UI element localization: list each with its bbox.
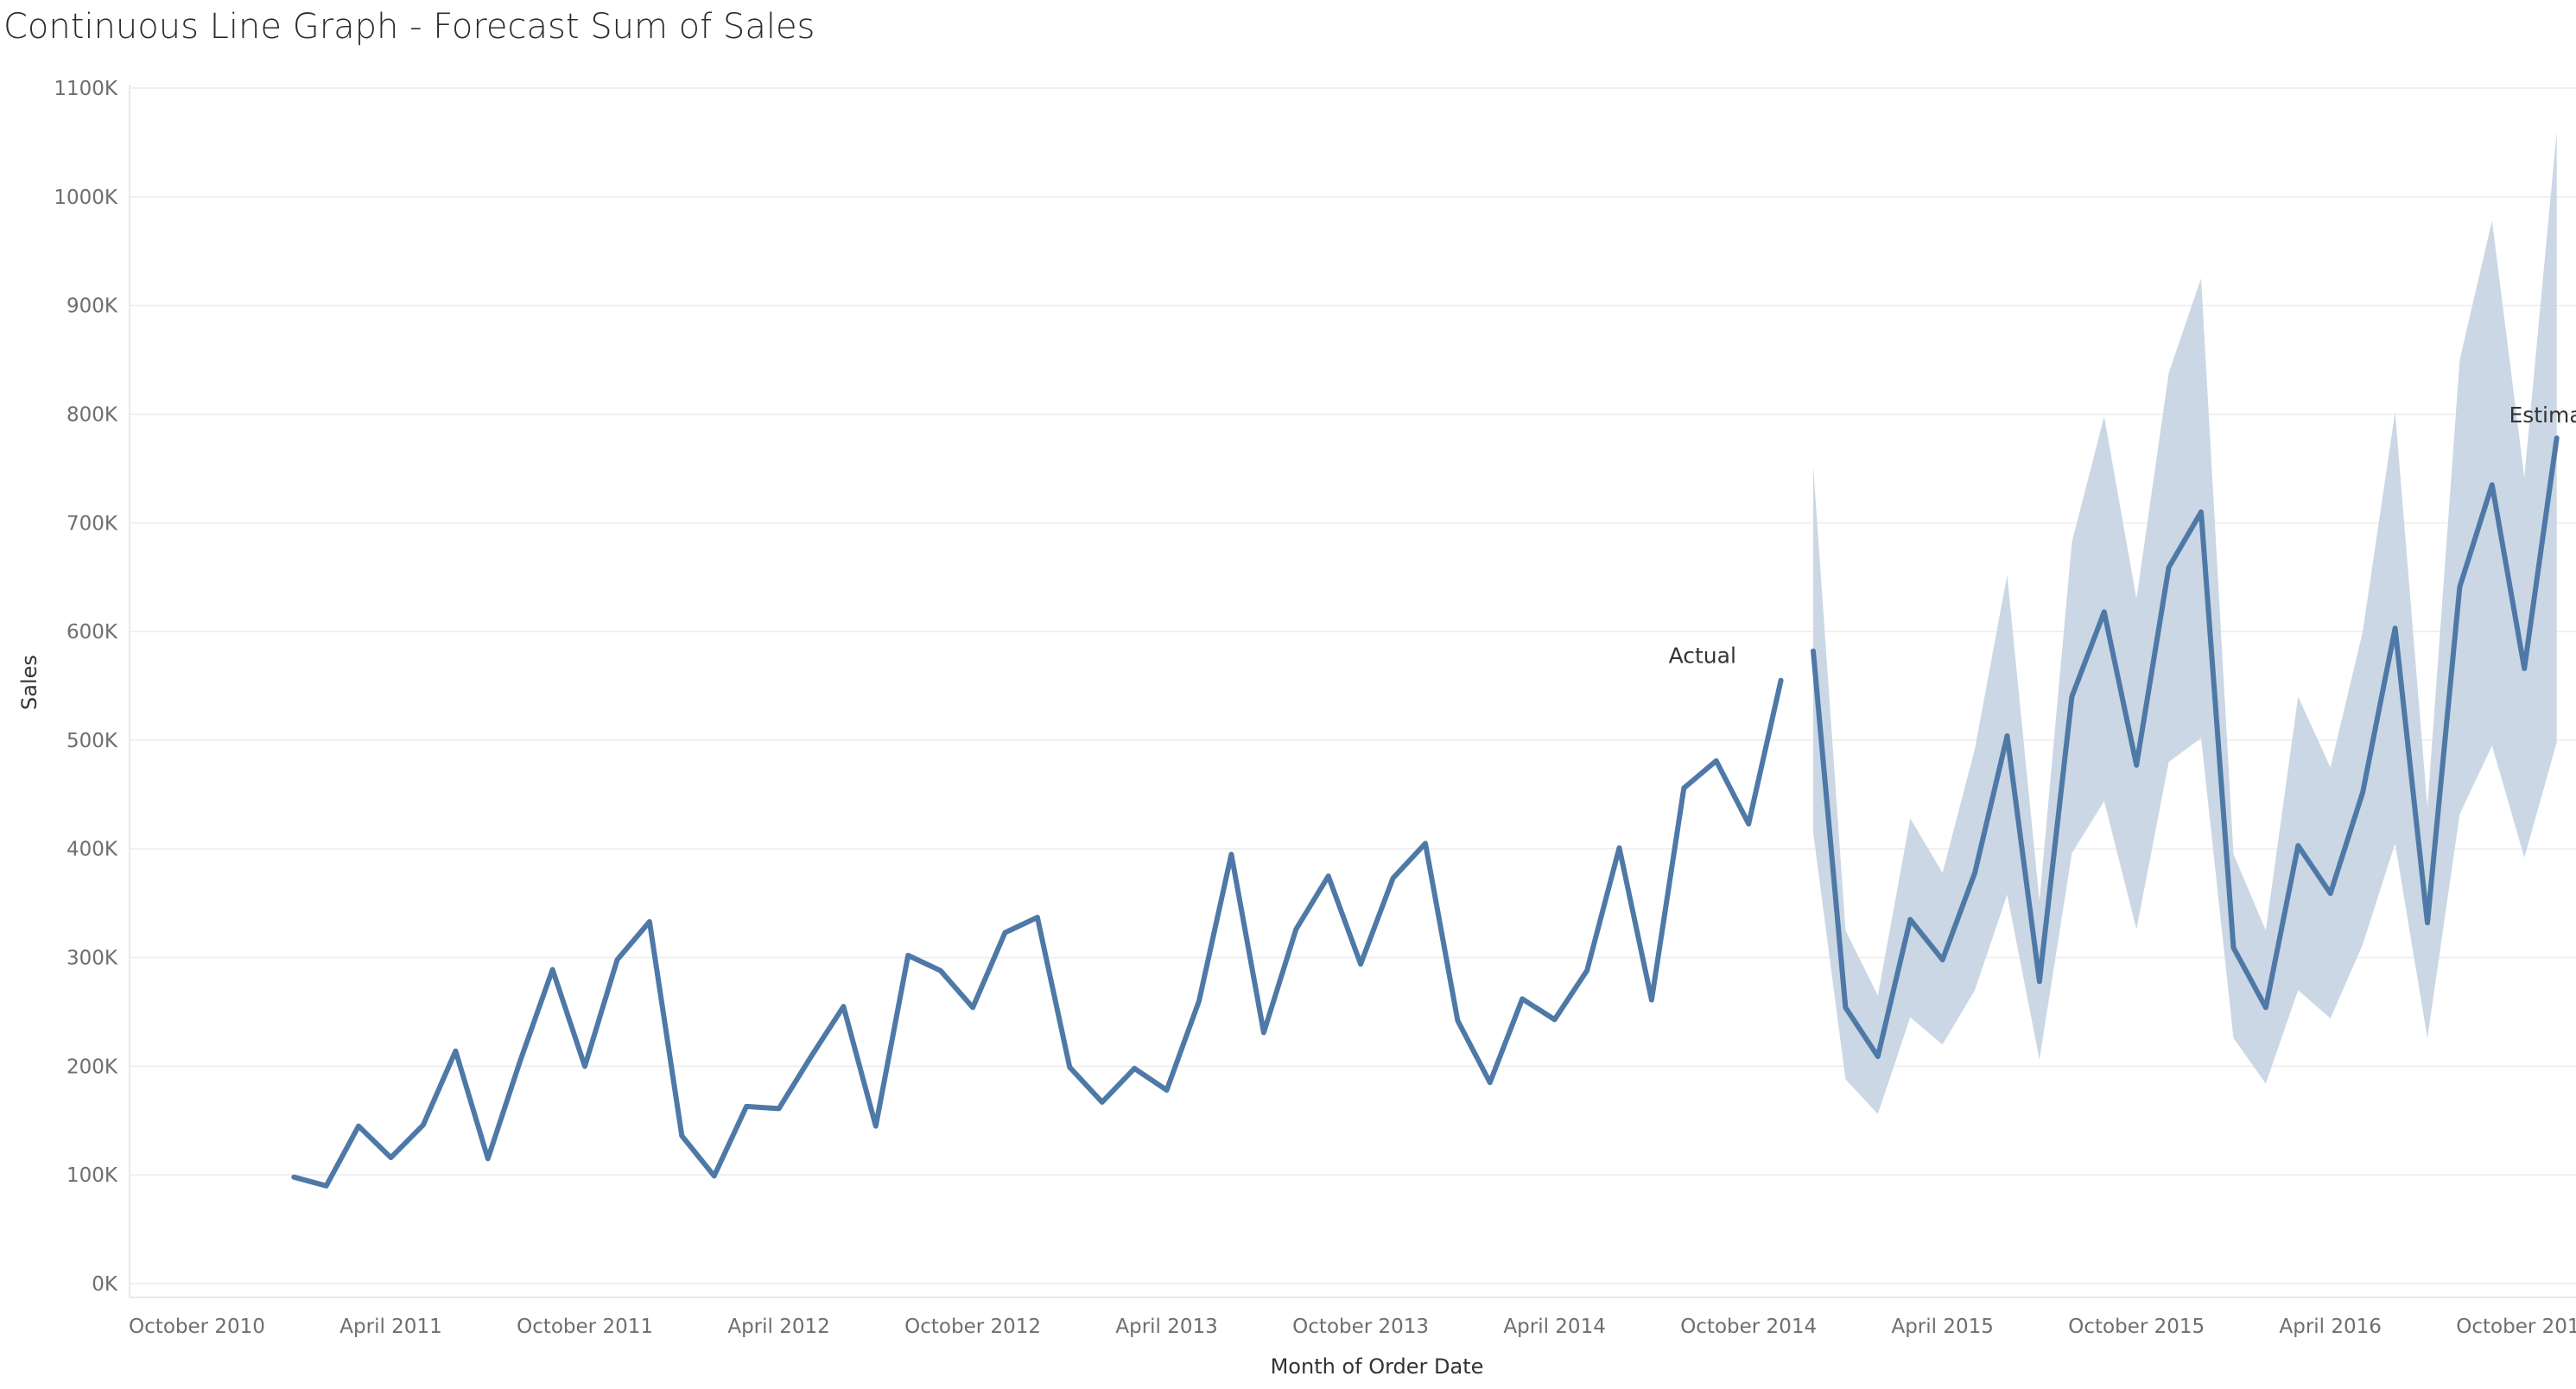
forecast-band-group <box>1813 131 2557 1114</box>
y-axis-title: Sales <box>17 655 41 710</box>
x-axis-ticks: October 2010 April 2011 October 2011 April … <box>129 1316 2576 1338</box>
series-lines <box>291 435 2560 1189</box>
y-tick-label: 1100K <box>54 78 118 100</box>
y-tick-label: 800K <box>67 403 118 426</box>
x-tick-label: October 2013 <box>1292 1316 1429 1338</box>
y-tick-label: 600K <box>67 621 118 644</box>
x-tick-label: October 2011 <box>517 1316 653 1338</box>
x-tick-label: April 2011 <box>339 1316 441 1338</box>
y-tick-label: 0K <box>92 1273 118 1296</box>
y-tick-label: 100K <box>67 1164 118 1187</box>
x-tick-label: April 2013 <box>1115 1316 1217 1338</box>
y-tick-label: 1000K <box>54 187 118 209</box>
x-tick-label: April 2015 <box>1891 1316 1993 1338</box>
x-tick-label: October 2015 <box>2068 1316 2205 1338</box>
y-tick-label: 500K <box>67 730 118 752</box>
series-line-actual <box>291 677 1784 1189</box>
x-tick-label: October 2014 <box>1680 1316 1817 1338</box>
forecast-band <box>1813 131 2557 1114</box>
x-tick-label: April 2014 <box>1503 1316 1605 1338</box>
x-tick-label: October 2012 <box>904 1316 1041 1338</box>
annotation-label: Estimate <box>2509 403 2576 428</box>
y-tick-label: 700K <box>67 512 118 535</box>
series-line-estimate <box>1811 435 2560 1059</box>
annotations: Actual Estimate <box>1669 403 2576 669</box>
y-tick-label: 300K <box>67 948 118 970</box>
y-tick-label: 400K <box>67 839 118 861</box>
y-axis-ticks: 0K 100K 200K 300K 400K 500K 600K 700K 800K 900K 10… <box>54 78 118 1296</box>
x-tick-label: April 2016 <box>2280 1316 2382 1338</box>
chart-title: Continuous Line Graph - Forecast Sum of … <box>3 7 815 47</box>
y-tick-label: 900K <box>67 295 118 318</box>
x-axis-title: Month of Order Date <box>1271 1354 1484 1379</box>
gridlines <box>129 85 2576 1298</box>
y-tick-label: 200K <box>67 1056 118 1078</box>
x-tick-label: October 2016 <box>2456 1316 2576 1338</box>
x-tick-label: April 2012 <box>727 1316 829 1338</box>
x-tick-label: October 2010 <box>129 1316 265 1338</box>
annotation-label: Actual <box>1669 644 1736 669</box>
